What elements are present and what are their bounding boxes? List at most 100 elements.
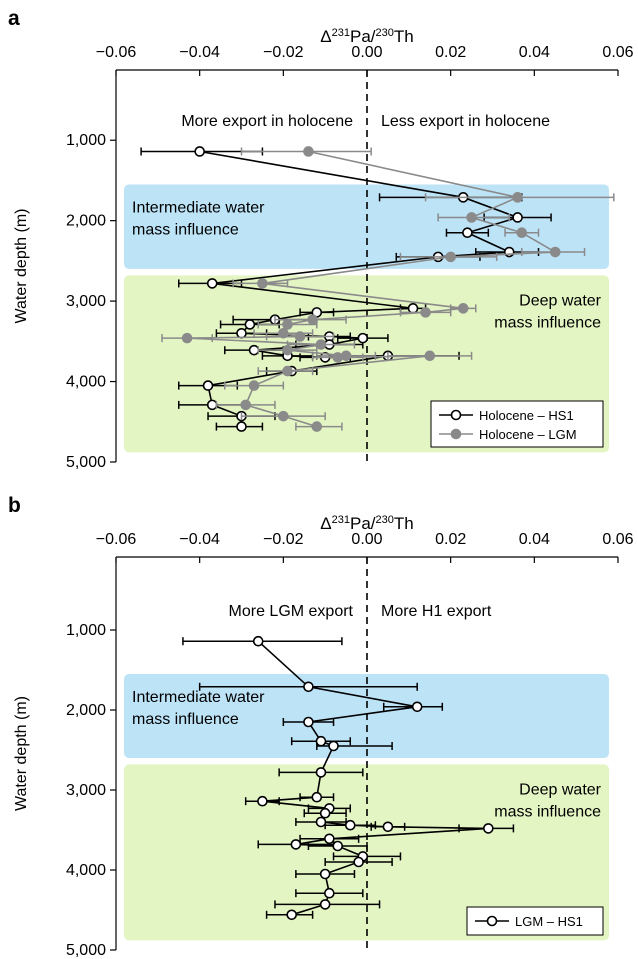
panel-letter: b	[8, 494, 21, 517]
water-mass-region	[124, 764, 609, 941]
region-label: mass influence	[494, 803, 601, 820]
data-point	[311, 421, 323, 432]
data-point	[294, 331, 306, 342]
x-axis-title: Δ231Pa/230Th	[320, 27, 413, 46]
data-point	[512, 192, 523, 203]
x-axis-title-part: Pa/	[350, 27, 376, 46]
data-point	[324, 887, 335, 899]
x-axis-title-part: Δ	[320, 27, 331, 46]
y-tick-label: 4,000	[66, 862, 106, 879]
region-label: Deep water	[519, 781, 601, 798]
data-point	[319, 899, 331, 910]
data-point	[236, 327, 247, 339]
x-tick-label: 0.00	[351, 531, 382, 548]
region-label: Deep water	[519, 292, 601, 309]
direction-annotation: More H1 export	[381, 603, 492, 620]
data-point	[466, 212, 477, 223]
region-label: Intermediate water	[132, 199, 265, 216]
data-point	[357, 332, 369, 344]
data-point	[202, 380, 214, 391]
legend-entry: Holocene – HS1	[479, 408, 574, 423]
data-point	[332, 352, 344, 363]
y-tick-label: 1,000	[66, 622, 106, 639]
data-point	[282, 365, 293, 377]
legend-entry: Holocene – LGM	[479, 427, 577, 442]
x-axis-title-part: Th	[394, 27, 414, 46]
data-point	[303, 681, 314, 693]
data-point	[462, 227, 473, 239]
data-point	[328, 740, 339, 752]
legend-box	[430, 400, 604, 448]
data-point	[252, 635, 264, 647]
region-label: mass influence	[132, 711, 239, 728]
x-axis-title-superscript: 231	[332, 27, 350, 39]
data-series	[182, 635, 515, 921]
x-axis-title-superscript: 230	[376, 27, 394, 39]
region-label: Intermediate water	[132, 689, 265, 706]
x-tick-label: −0.06	[96, 44, 137, 61]
data-point	[424, 350, 436, 362]
legend-swatch-marker	[450, 428, 462, 440]
y-tick-label: 5,000	[66, 942, 106, 959]
x-tick-label: −0.04	[179, 44, 220, 61]
data-point	[332, 840, 344, 852]
data-point	[282, 344, 293, 356]
data-point	[420, 307, 431, 318]
data-point	[315, 735, 327, 747]
y-axis-label: Water depth (m)	[13, 696, 30, 811]
y-tick-label: 1,000	[66, 132, 106, 149]
direction-annotation: More export in holocene	[181, 113, 353, 130]
x-axis-title: Δ231Pa/230Th	[320, 514, 413, 533]
data-point	[340, 350, 352, 362]
data-point	[282, 319, 293, 330]
direction-annotation: More LGM export	[229, 603, 354, 620]
chart-panel-a: a Δ231Pa/230Th Intermediate water mass infl…	[8, 7, 634, 471]
data-point	[303, 146, 314, 157]
direction-annotation: Less export in holocene	[381, 113, 550, 130]
data-point	[324, 833, 335, 845]
panel-letter: a	[8, 7, 20, 30]
x-axis-title-superscript: 231	[332, 514, 350, 526]
data-point	[257, 795, 268, 807]
legend-swatch-marker	[450, 409, 462, 421]
data-series	[161, 146, 615, 432]
legend-entry: LGM – HS1	[515, 914, 583, 929]
y-tick-label: 2,000	[66, 702, 106, 719]
y-tick-label: 3,000	[66, 293, 106, 310]
x-tick-label: −0.02	[263, 531, 304, 548]
data-point	[315, 767, 327, 778]
y-tick-label: 3,000	[66, 782, 106, 799]
x-tick-label: 0.04	[519, 531, 550, 548]
data-point	[206, 278, 218, 289]
x-axis-title-part: Pa/	[350, 514, 376, 533]
data-point	[344, 819, 356, 831]
x-tick-label: 0.06	[602, 44, 633, 61]
data-point	[303, 716, 314, 728]
data-point	[257, 278, 268, 289]
x-tick-label: 0.04	[519, 44, 550, 61]
data-point	[319, 868, 331, 880]
x-tick-label: −0.06	[96, 531, 137, 548]
data-point	[315, 816, 327, 828]
data-point	[290, 839, 302, 850]
data-point	[311, 791, 323, 803]
data-point	[248, 344, 260, 356]
data-point	[236, 421, 247, 432]
y-tick-label: 4,000	[66, 374, 106, 391]
data-point	[278, 327, 289, 339]
data-point	[512, 212, 523, 223]
data-point	[244, 319, 256, 330]
data-point	[206, 399, 218, 411]
x-tick-label: −0.02	[263, 44, 304, 61]
data-point	[353, 856, 364, 868]
data-point	[549, 246, 561, 258]
legend: LGM – HS1	[466, 906, 604, 936]
data-point	[382, 821, 394, 833]
data-point	[315, 339, 327, 350]
data-point	[286, 909, 298, 921]
x-axis-title-part: Th	[394, 514, 414, 533]
legend: Holocene – HS1 Holocene – LGM	[430, 400, 604, 448]
x-tick-label: −0.04	[179, 531, 220, 548]
data-point	[319, 807, 331, 819]
